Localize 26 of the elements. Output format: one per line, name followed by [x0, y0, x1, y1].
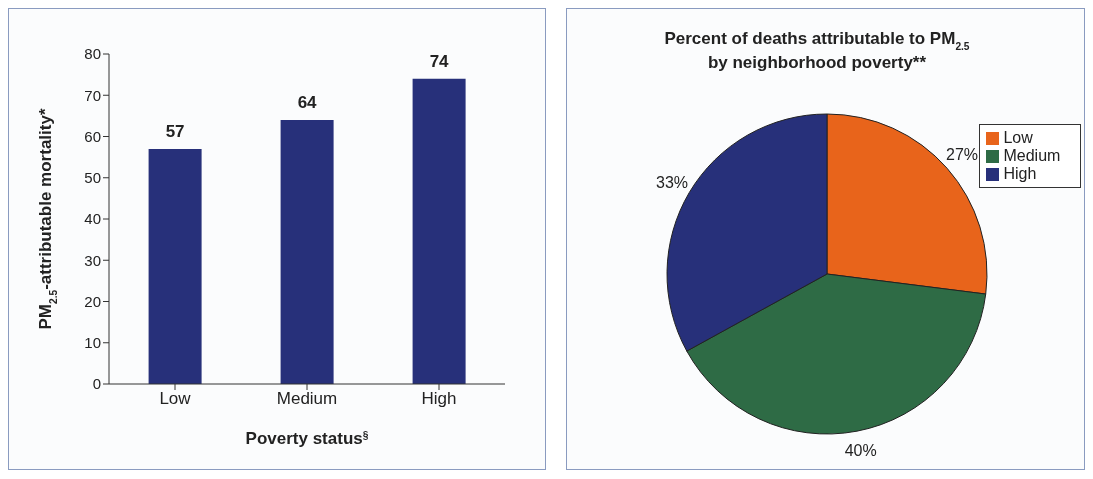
data-label: 57 [165, 121, 185, 141]
data-label: 40% [845, 442, 878, 460]
x-axis-title: Poverty status$^{§}$ [245, 429, 369, 448]
y-tick-label: 30 [84, 251, 101, 269]
y-tick-label: 0 [92, 375, 101, 393]
bar [280, 120, 334, 384]
legend-label: Medium [1003, 147, 1061, 164]
data-label: 64 [297, 93, 318, 112]
y-tick-label: 60 [84, 127, 101, 145]
y-tick-label: 40 [84, 210, 101, 228]
data-label: 74 [429, 51, 450, 71]
bar [412, 78, 466, 384]
x-tick-label: Low [159, 389, 192, 409]
bar [148, 148, 202, 384]
x-tick-label: Medium [276, 389, 338, 409]
y-tick-label: 10 [84, 334, 101, 352]
legend-label: High [1003, 165, 1037, 182]
x-tick-label: High [421, 389, 457, 409]
y-tick-label: 20 [84, 292, 101, 310]
legend-label: Low [1003, 129, 1033, 146]
y-tick-label: 70 [84, 86, 101, 104]
y-tick-label: 50 [84, 169, 101, 187]
y-tick-label: 80 [84, 45, 101, 63]
chart-title: Percent of deaths attributable to PM$_{2.5}$ by neighborhood poverty** [664, 29, 971, 72]
data-label: 33% [656, 173, 689, 191]
data-label: 27% [946, 146, 979, 164]
